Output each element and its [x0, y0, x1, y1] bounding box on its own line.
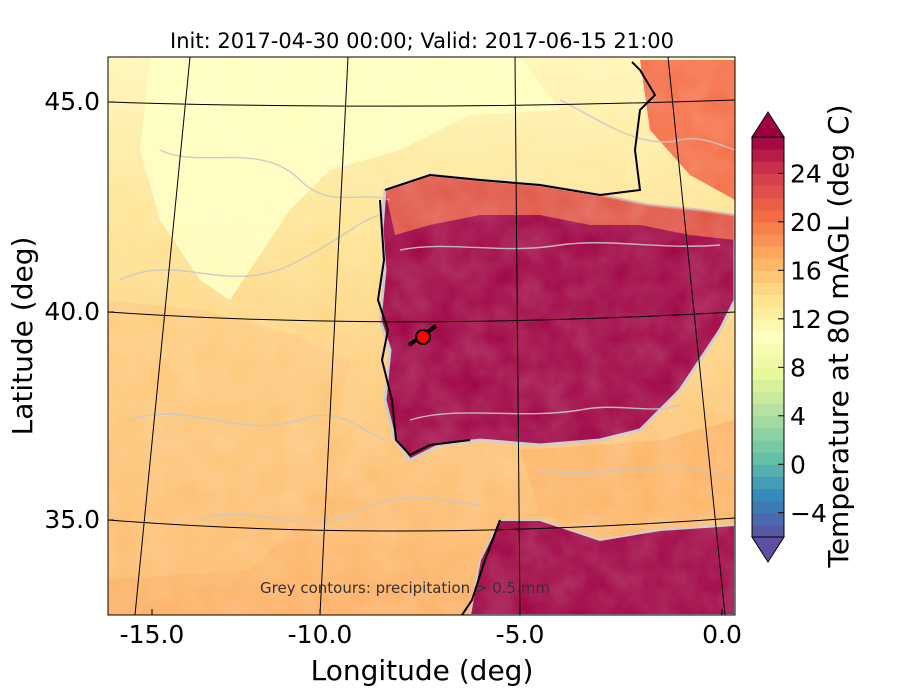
colorbar-ticks: 24 20 16 12 8 4 0 −4: [778, 159, 827, 528]
station-marker-dot: [415, 329, 431, 345]
map-frame: [107, 56, 736, 616]
colorbar-band: [752, 161, 784, 174]
y-axis: 45.0 40.0 35.0 Latitude (deg): [6, 87, 114, 534]
colorbar-band: [752, 221, 784, 235]
colorbar-bands: [752, 137, 784, 538]
colorbar-tick-label: 4: [790, 402, 806, 431]
colorbar-band: [752, 233, 784, 247]
colorbar-band: [752, 137, 784, 150]
colorbar-band: [752, 246, 784, 259]
colorbar-band: [752, 282, 784, 296]
y-tick-label: 40.0: [44, 297, 100, 326]
colorbar-band: [752, 367, 784, 380]
colorbar-band: [752, 476, 784, 490]
colorbar-band: [752, 452, 784, 465]
colorbar-band: [752, 524, 784, 538]
figure-title: Init: 2017-04-30 00:00; Valid: 2017-06-1…: [170, 29, 674, 53]
x-axis: -15.0 -10.0 -5.0 0.0 Longitude (deg): [120, 609, 742, 687]
colorbar-tick-label: 20: [790, 208, 822, 237]
colorbar-frame: [751, 136, 785, 538]
x-tick-label: 0.0: [702, 620, 742, 649]
colorbar-band: [752, 306, 784, 320]
colorbar-band: [752, 318, 784, 332]
colorbar-tick-label: 16: [790, 256, 822, 285]
x-tick-label: -5.0: [496, 620, 545, 649]
colorbar-band: [752, 391, 784, 405]
colorbar-label: Temperature at 80 mAGL (deg C): [822, 104, 855, 568]
colorbar-band: [752, 379, 784, 393]
colorbar-band: [752, 270, 784, 283]
colorbar-band: [752, 294, 784, 308]
map-panel: Grey contours: precipitation > 0.5 mm: [108, 57, 735, 615]
y-tick-label: 45.0: [44, 87, 100, 116]
colorbar-tick-label: 12: [790, 305, 822, 334]
colorbar-band: [752, 488, 784, 502]
colorbar-band: [752, 427, 784, 441]
precipitation-contours: [119, 99, 735, 523]
colorbar-band: [752, 209, 784, 223]
colorbar-band: [752, 500, 784, 514]
colorbar-band: [752, 355, 784, 368]
colorbar-band: [752, 403, 784, 417]
colorbar-band: [752, 464, 784, 477]
colorbar-tick-label: 0: [790, 450, 806, 479]
graticule: [108, 57, 735, 615]
colorbar-extend-bottom: [751, 536, 785, 563]
station-marker: [407, 324, 438, 347]
colorbar-tick-label: 8: [790, 353, 806, 382]
y-axis-label: Latitude (deg): [6, 237, 39, 436]
colorbar-band: [752, 149, 784, 162]
colorbar-band: [752, 185, 784, 199]
x-axis-label: Longitude (deg): [311, 654, 534, 687]
colorbar-band: [752, 343, 784, 356]
colorbar-band: [752, 512, 784, 526]
colorbar: 24 20 16 12 8 4 0 −4 Temperature at 80 mAGL (de…: [751, 104, 855, 569]
colorbar-band: [752, 258, 784, 271]
coastline: [376, 61, 657, 615]
colorbar-tick-label: −4: [790, 499, 827, 528]
colorbar-tick-label: 24: [790, 159, 822, 188]
x-tick-label: -10.0: [288, 620, 353, 649]
colorbar-band: [752, 330, 784, 344]
colorbar-band: [752, 440, 784, 453]
colorbar-extend-top: [751, 111, 785, 138]
colorbar-band: [752, 415, 784, 429]
y-tick-label: 35.0: [44, 505, 100, 534]
colorbar-band: [752, 173, 784, 186]
colorbar-band: [752, 197, 784, 211]
x-tick-label: -15.0: [120, 620, 185, 649]
precip-annotation: Grey contours: precipitation > 0.5 mm: [260, 579, 550, 597]
